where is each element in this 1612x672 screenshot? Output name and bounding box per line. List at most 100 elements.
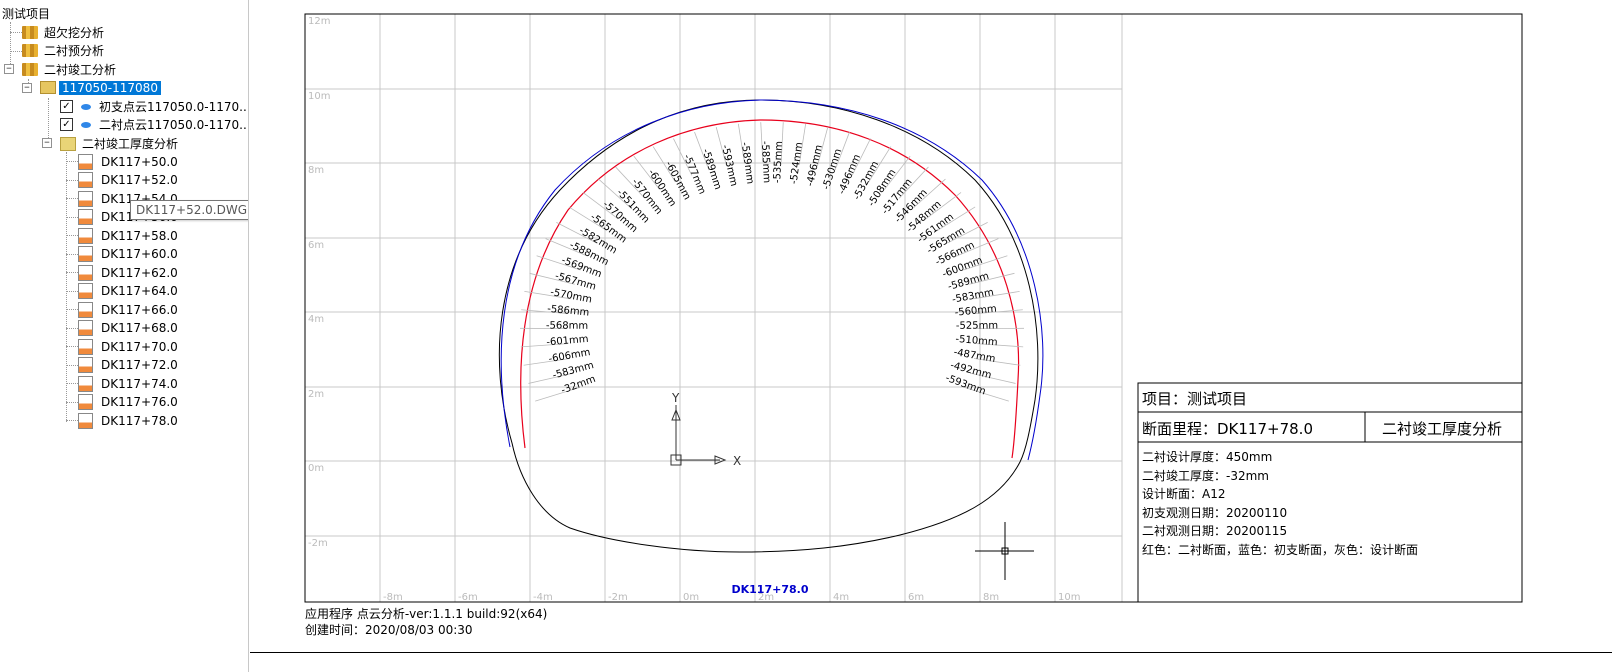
tree-item-section[interactable]: DK117+76.0 — [78, 393, 181, 412]
dwg-file-icon — [78, 172, 93, 188]
tree-item-section[interactable]: DK117+60.0 — [78, 245, 181, 264]
tree-item-section[interactable]: DK117+66.0 — [78, 300, 181, 319]
radial-line — [898, 166, 929, 199]
collapse-toggle[interactable]: − — [42, 138, 52, 148]
x-tick-label: 2m — [758, 592, 774, 603]
radial-line — [973, 290, 1020, 300]
dwg-file-icon — [78, 412, 93, 429]
cad-drawing[interactable]: 12m 10m 8m 6m 4m 2m 0m -2m -8m -6m -4m -2m 0m 2m 4m 6m 8… — [250, 0, 1612, 672]
radial-line — [520, 343, 568, 348]
tree-item-pointcloud-1[interactable]: ✓ 初支点云117050.0-1170... — [60, 97, 248, 116]
folder-icon — [40, 81, 56, 94]
radial-line — [956, 238, 999, 257]
tree-item-section[interactable]: DK117+74.0 — [78, 374, 181, 393]
project-tree[interactable]: 测试项目 − − − 超欠挖分析 二衬预分析 二衬竣工分析 117050-117… — [0, 0, 249, 672]
thickness-label: -593mm — [719, 144, 739, 188]
x-tick-label: -8m — [383, 592, 403, 603]
radial-line — [694, 131, 710, 171]
footer-created: 创建时间：2020/08/03 00:30 — [305, 623, 473, 637]
title-line-support-date: 初支观测日期：20200110 — [1142, 506, 1287, 520]
tree-item-section[interactable]: DK117+70.0 — [78, 337, 181, 356]
y-tick-label: 4m — [308, 314, 324, 325]
radial-line — [970, 372, 1016, 384]
tree-item-completed[interactable]: 二衬竣工分析 — [22, 60, 119, 79]
thickness-label: -601mm — [546, 334, 589, 348]
radial-line — [536, 255, 581, 271]
radial-line — [529, 272, 575, 285]
dwg-file-icon — [78, 246, 93, 262]
collapse-toggle[interactable]: − — [22, 83, 32, 93]
checkbox-checked[interactable]: ✓ — [60, 118, 73, 131]
tree-item-section[interactable]: DK117+78.0 — [78, 411, 181, 430]
axis-x-label: X — [733, 454, 741, 468]
thickness-label: -510mm — [955, 334, 998, 348]
tree-item-section[interactable]: DK117+52.0 — [78, 171, 181, 190]
tree-item-section[interactable]: DK117+58.0 — [78, 226, 181, 245]
checkbox-checked[interactable]: ✓ — [60, 100, 73, 113]
tree-connector — [66, 346, 78, 347]
point-cloud-icon — [81, 103, 91, 110]
tree-connector — [10, 51, 22, 52]
thickness-label: -568mm — [546, 320, 588, 331]
title-block: 项目：测试项目 断面里程：DK117+78.0 二衬竣工厚度分析 二衬设计厚度：… — [1137, 382, 1523, 603]
x-tick-label: -2m — [608, 592, 628, 603]
tree-item-section[interactable]: DK117+72.0 — [78, 356, 181, 375]
axis-y-label: Y — [671, 391, 680, 405]
thickness-label: -560mm — [954, 304, 997, 319]
x-tick-label: 0m — [683, 592, 699, 603]
tree-item-section[interactable]: DK117+62.0 — [78, 263, 181, 282]
tree-connector — [66, 161, 78, 162]
x-tick-label: 4m — [833, 592, 849, 603]
point-cloud-icon — [81, 121, 91, 128]
dwg-file-icon — [78, 153, 93, 170]
dwg-file-icon — [78, 375, 93, 392]
initial-support-line — [500, 99, 1044, 461]
tree-item-overunder[interactable]: 超欠挖分析 — [22, 23, 107, 42]
radial-line — [834, 131, 850, 171]
tree-item-predict[interactable]: 二衬预分析 — [22, 41, 107, 60]
tree-connector — [66, 253, 78, 255]
tree-item-section[interactable]: DK117+64.0 — [78, 282, 181, 301]
viewport-border — [250, 652, 1612, 653]
radial-line — [937, 206, 976, 231]
design-section-outline — [498, 99, 1039, 553]
radial-line — [868, 146, 892, 183]
tree-connector — [48, 98, 49, 144]
radial-line — [976, 343, 1024, 348]
radial-line — [973, 358, 1021, 366]
radial-line — [556, 222, 597, 244]
thickness-label: -535mm — [772, 141, 785, 184]
collapse-toggle[interactable]: − — [4, 64, 14, 74]
radial-line — [568, 206, 607, 231]
section-label: DK117+78.0 — [732, 583, 809, 596]
tree-connector — [66, 179, 78, 181]
title-line-legend: 红色：二衬断面，蓝色：初支断面，灰色：设计断面 — [1142, 542, 1418, 557]
tick-labels: 12m 10m 8m 6m 4m 2m 0m -2m -8m -6m -4m -2m 0m 2m 4m 6m 8… — [308, 16, 1080, 603]
radial-line — [851, 138, 871, 176]
dwg-file-icon — [78, 264, 93, 281]
radial-line — [535, 387, 580, 402]
radial-line — [737, 123, 746, 164]
radial-line — [964, 387, 1009, 402]
tree-item-pointcloud-2[interactable]: ✓ 二衬点云117050.0-1170... — [60, 115, 248, 134]
y-tick-label: 6m — [308, 240, 324, 251]
radial-line — [598, 178, 632, 209]
y-tick-label: 0m — [308, 463, 324, 474]
x-tick-label: -6m — [458, 592, 478, 603]
tree-item-range[interactable]: 117050-117080 — [40, 78, 161, 97]
crosshair-cursor — [975, 522, 1034, 580]
tree-root-label[interactable]: 测试项目 — [2, 7, 51, 21]
title-mileage: 断面里程：DK117+78.0 — [1142, 420, 1313, 438]
thickness-label: -496mm — [805, 144, 825, 188]
radial-line — [925, 192, 962, 220]
tree-item-section[interactable]: DK117+50.0 — [78, 152, 181, 171]
tree-connector — [66, 272, 78, 273]
dwg-file-icon — [78, 301, 93, 318]
y-tick-label: 2m — [308, 389, 324, 400]
title-line-design-section: 设计断面：A12 — [1142, 486, 1225, 501]
radial-line — [521, 309, 569, 315]
radial-line — [760, 122, 764, 163]
tree-item-thickness[interactable]: 二衬竣工厚度分析 — [60, 134, 181, 153]
tree-item-section[interactable]: DK117+68.0 — [78, 319, 181, 338]
dwg-file-icon — [78, 227, 93, 244]
